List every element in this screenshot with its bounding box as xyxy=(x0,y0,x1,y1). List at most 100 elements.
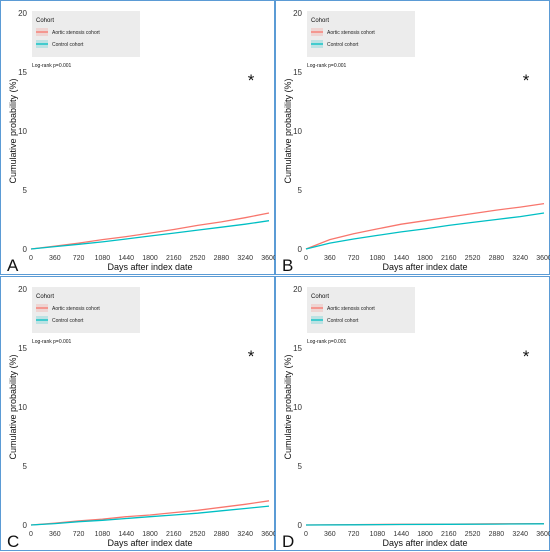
legend-label: Aortic stenosis cohort xyxy=(327,30,375,36)
x-tick-label: 2160 xyxy=(166,255,182,262)
x-tick-label: 1080 xyxy=(95,531,111,538)
legend-box xyxy=(307,11,415,57)
panel-a: 0 5 10 15 20 0 360 720 1080 1440 1800 2160 2520 2880 3… xyxy=(0,0,276,275)
y-tick-label: 0 xyxy=(23,521,28,530)
log-rank-annotation: Log-rank p=0.001 xyxy=(307,339,347,345)
x-tick-label: 3240 xyxy=(512,531,528,538)
significance-star: * xyxy=(248,347,255,366)
x-tick-label: 3600 xyxy=(261,531,276,538)
x-axis-label: Days after index date xyxy=(382,262,467,272)
x-axis-label: Days after index date xyxy=(382,538,467,548)
km-chart-c: 0 5 10 15 20 0 360 720 1080 1440 1800 2160 2520 2880 3… xyxy=(7,285,276,551)
log-rank-annotation: Log-rank p=0.001 xyxy=(32,63,72,69)
x-tick-label: 1080 xyxy=(95,255,111,262)
legend-title: Cohort xyxy=(311,18,329,24)
x-tick-label: 1800 xyxy=(417,531,433,538)
legend-title: Cohort xyxy=(36,294,54,300)
significance-star: * xyxy=(523,347,530,366)
y-tick-label: 20 xyxy=(293,9,302,18)
x-tick-label: 1440 xyxy=(118,255,134,262)
x-tick-label: 3600 xyxy=(536,255,550,262)
panel-letter: A xyxy=(7,256,19,275)
x-tick-label: 2160 xyxy=(441,531,457,538)
x-tick-label: 2880 xyxy=(214,255,230,262)
series-line-control xyxy=(305,212,545,250)
legend-label: Control cohort xyxy=(327,42,359,48)
x-tick-label: 2880 xyxy=(489,255,505,262)
legend: Cohort Aortic stenosis cohort Control coho… xyxy=(307,11,415,57)
x-tick-label: 1800 xyxy=(142,531,158,538)
legend: Cohort Aortic stenosis cohort Control coho… xyxy=(32,287,140,333)
y-tick-label: 20 xyxy=(18,285,27,294)
x-tick-label: 2520 xyxy=(190,255,206,262)
series-line-control xyxy=(305,523,545,526)
panel-letter: B xyxy=(282,256,293,275)
x-tick-label: 3600 xyxy=(536,531,550,538)
x-tick-label: 720 xyxy=(73,255,85,262)
panel-d: 0 5 10 15 20 0 360 720 1080 1440 1800 2160 2520 2880 3… xyxy=(275,276,550,551)
series-line-control xyxy=(30,505,270,526)
x-tick-label: 720 xyxy=(348,255,360,262)
y-tick-label: 10 xyxy=(293,403,302,412)
legend-label: Control cohort xyxy=(52,318,84,324)
x-tick-label: 0 xyxy=(304,255,308,262)
series-line-aortic xyxy=(30,212,270,250)
legend: Cohort Aortic stenosis cohort Control coho… xyxy=(32,11,140,57)
y-axis-label: Cumulative probability (%) xyxy=(283,354,293,459)
km-chart-a: 0 5 10 15 20 0 360 720 1080 1440 1800 2160 2520 2880 3… xyxy=(7,9,276,275)
y-axis-label: Cumulative probability (%) xyxy=(283,78,293,183)
x-tick-label: 3240 xyxy=(237,531,253,538)
legend-label: Control cohort xyxy=(52,42,84,48)
legend-box xyxy=(32,287,140,333)
y-tick-label: 20 xyxy=(293,285,302,294)
legend-label: Aortic stenosis cohort xyxy=(52,30,100,36)
y-tick-label: 5 xyxy=(298,462,303,471)
panel-c: 0 5 10 15 20 0 360 720 1080 1440 1800 2160 2520 2880 3… xyxy=(0,276,276,551)
x-tick-label: 0 xyxy=(304,531,308,538)
legend-label: Aortic stenosis cohort xyxy=(52,306,100,312)
panel-b: 0 5 10 15 20 0 360 720 1080 1440 1800 2160 2520 2880 3… xyxy=(275,0,550,275)
series-line-aortic xyxy=(305,202,545,250)
y-tick-label: 15 xyxy=(293,68,302,77)
series-line-aortic xyxy=(30,500,270,526)
legend-box xyxy=(307,287,415,333)
x-tick-label: 1800 xyxy=(417,255,433,262)
x-tick-label: 360 xyxy=(324,531,336,538)
x-tick-label: 2520 xyxy=(465,255,481,262)
y-tick-label: 5 xyxy=(298,186,303,195)
x-tick-label: 360 xyxy=(324,255,336,262)
y-tick-label: 5 xyxy=(23,462,28,471)
x-tick-label: 1080 xyxy=(370,255,386,262)
legend-label: Control cohort xyxy=(327,318,359,324)
y-tick-label: 15 xyxy=(293,344,302,353)
legend: Cohort Aortic stenosis cohort Control coho… xyxy=(307,287,415,333)
legend-title: Cohort xyxy=(36,18,54,24)
x-tick-label: 3240 xyxy=(512,255,528,262)
x-tick-label: 1440 xyxy=(118,531,134,538)
x-tick-label: 1440 xyxy=(393,531,409,538)
y-tick-label: 0 xyxy=(23,245,28,254)
km-chart-d: 0 5 10 15 20 0 360 720 1080 1440 1800 2160 2520 2880 3… xyxy=(282,285,550,551)
x-tick-label: 1440 xyxy=(393,255,409,262)
x-tick-label: 720 xyxy=(73,531,85,538)
x-tick-label: 2160 xyxy=(166,531,182,538)
x-tick-label: 3240 xyxy=(237,255,253,262)
x-tick-label: 1800 xyxy=(142,255,158,262)
significance-star: * xyxy=(523,71,530,90)
panel-letter: D xyxy=(282,532,294,551)
y-tick-label: 0 xyxy=(298,245,303,254)
y-axis-label: Cumulative probability (%) xyxy=(8,78,18,183)
x-axis-label: Days after index date xyxy=(107,262,192,272)
y-tick-label: 0 xyxy=(298,521,303,530)
x-tick-label: 2160 xyxy=(441,255,457,262)
significance-star: * xyxy=(248,71,255,90)
km-chart-b: 0 5 10 15 20 0 360 720 1080 1440 1800 2160 2520 2880 3… xyxy=(282,9,550,275)
x-tick-label: 2880 xyxy=(489,531,505,538)
y-tick-label: 15 xyxy=(18,344,27,353)
x-tick-label: 1080 xyxy=(370,531,386,538)
x-tick-label: 360 xyxy=(49,255,61,262)
y-tick-label: 20 xyxy=(18,9,27,18)
series-line-control xyxy=(30,220,270,250)
x-axis-label: Days after index date xyxy=(107,538,192,548)
panel-letter: C xyxy=(7,532,19,551)
